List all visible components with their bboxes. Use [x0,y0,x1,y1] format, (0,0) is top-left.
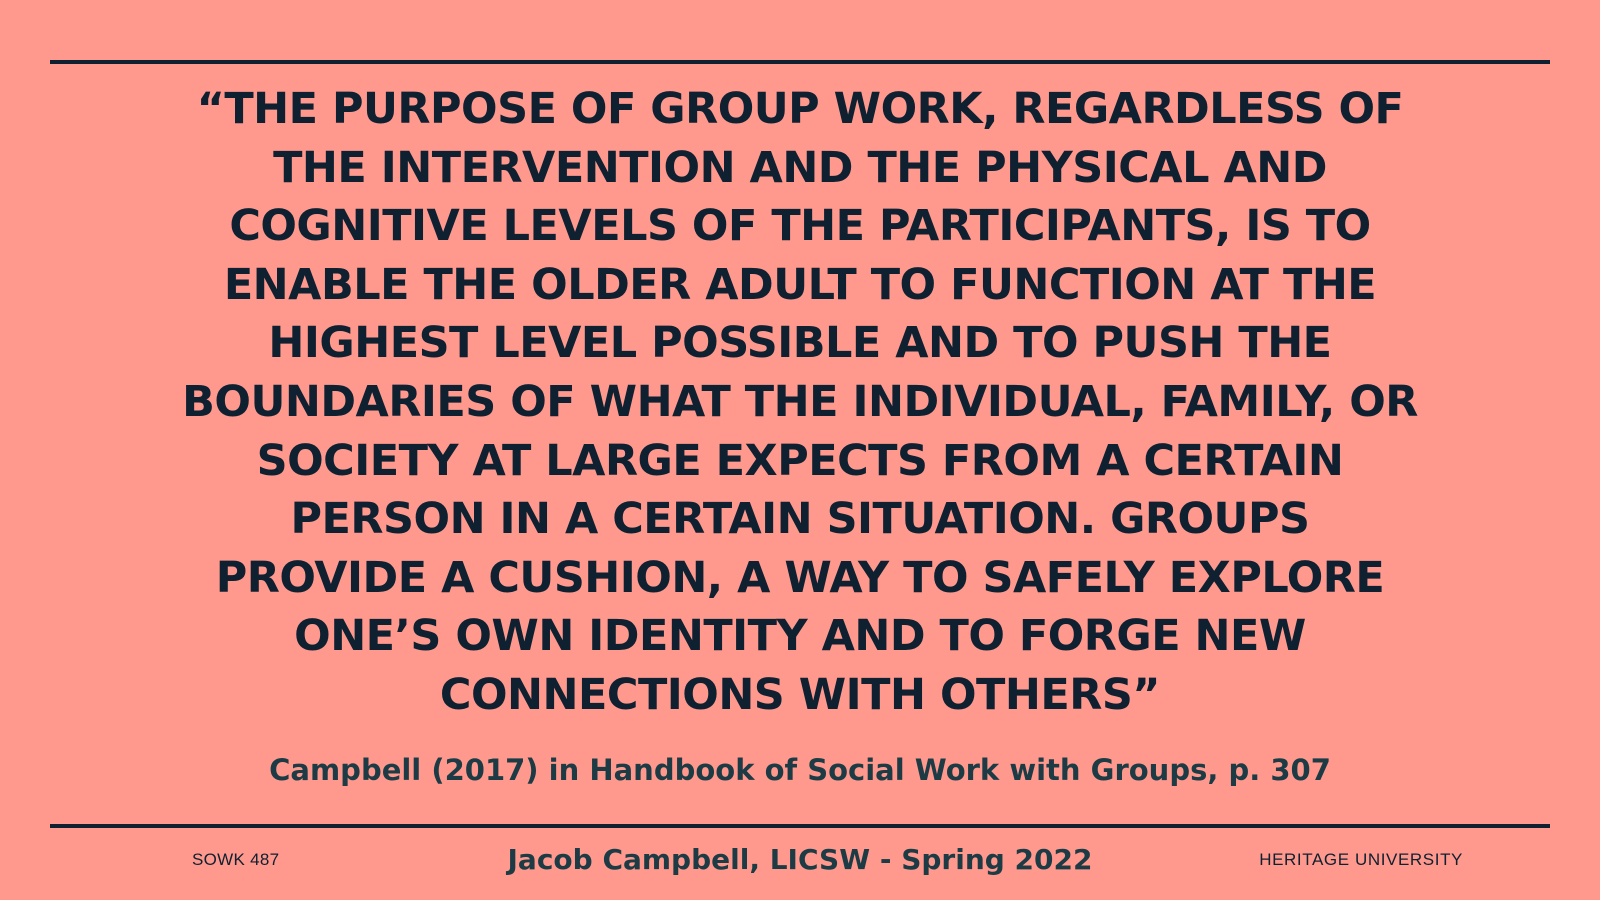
quote-line: CONNECTIONS WITH OTHERS” [439,669,1161,720]
quote-line: PROVIDE A CUSHION, A WAY TO SAFELY EXPLO… [215,552,1385,603]
quote-text: “THE PURPOSE OF GROUP WORK, REGARDLESS O… [100,80,1500,725]
quote-line: BOUNDARIES OF WHAT THE INDIVIDUAL, FAMIL… [182,376,1418,427]
quote-line: SOCIETY AT LARGE EXPECTS FROM A CERTAIN [256,435,1344,486]
institution-name: HERITAGE UNIVERSITY [1259,850,1463,869]
presenter-credit: Jacob Campbell, LICSW - Spring 2022 [507,843,1093,876]
quote-line: “THE PURPOSE OF GROUP WORK, REGARDLESS O… [196,84,1404,134]
course-code: SOWK 487 [192,850,280,869]
quote-line: COGNITIVE LEVELS OF THE PARTICIPANTS, IS… [229,201,1371,252]
top-rule [50,60,1550,64]
bottom-rule [50,824,1550,828]
quote-line: THE INTERVENTION AND THE PHYSICAL AND [273,142,1327,193]
citation: Campbell (2017) in Handbook of Social Wo… [269,753,1331,787]
quote-line: PERSON IN A CERTAIN SITUATION. GROUPS [290,494,1310,545]
quote-line: ONE’S OWN IDENTITY AND TO FORGE NEW [294,611,1306,662]
quote-line: HIGHEST LEVEL POSSIBLE AND TO PUSH THE [268,318,1332,369]
quote-line: ENABLE THE OLDER ADULT TO FUNCTION AT TH… [223,259,1377,310]
